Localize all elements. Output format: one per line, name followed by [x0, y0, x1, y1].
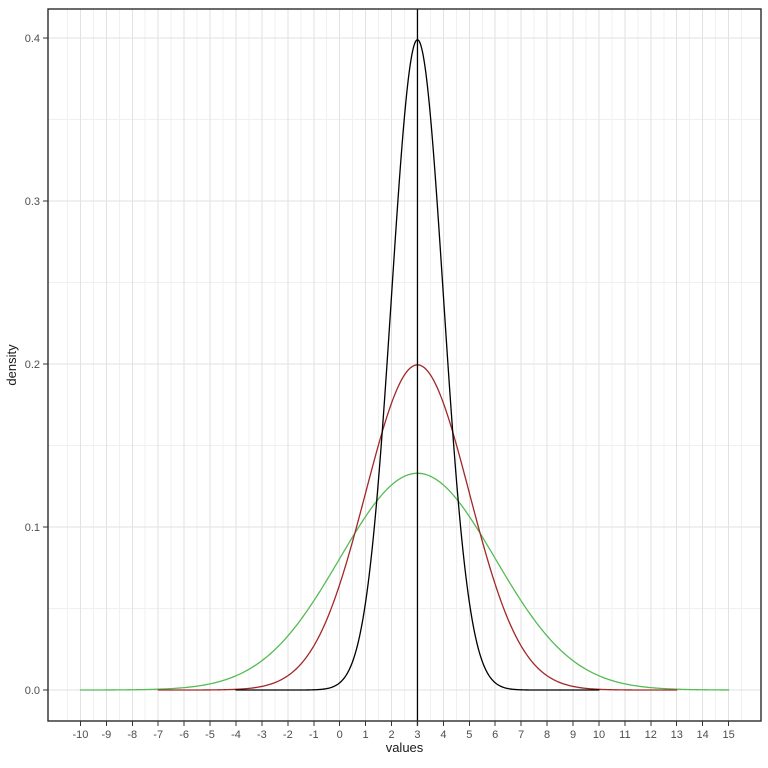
- x-tick-label: 13: [671, 729, 683, 741]
- x-tick-label: 7: [518, 729, 524, 741]
- x-tick-label: -6: [179, 729, 189, 741]
- y-tick-label: 0.3: [25, 196, 40, 208]
- y-tick-label: 0.0: [25, 685, 40, 697]
- x-tick-label: 15: [722, 729, 734, 741]
- x-tick-label: 12: [645, 729, 657, 741]
- x-tick-label: 4: [440, 729, 446, 741]
- panel-border: [47, 8, 762, 722]
- x-tick-label: -7: [153, 729, 163, 741]
- x-tick-label: -4: [231, 729, 241, 741]
- density-curve-green-sd3: [79, 472, 730, 691]
- x-tick-label: 0: [337, 729, 343, 741]
- x-tick-label: 9: [570, 729, 576, 741]
- x-tick-label: 1: [363, 729, 369, 741]
- y-tick-label: 0.1: [25, 522, 40, 534]
- x-tick-label: -5: [205, 729, 215, 741]
- x-tick-label: -10: [72, 729, 88, 741]
- x-tick-label: -1: [309, 729, 319, 741]
- x-tick-label: 14: [697, 729, 709, 741]
- x-tick-label: -2: [283, 729, 293, 741]
- x-tick-label: 5: [466, 729, 472, 741]
- x-tick-label: 8: [544, 729, 550, 741]
- y-axis-title: density: [4, 344, 19, 386]
- x-tick-label: -8: [127, 729, 137, 741]
- x-tick-label: 2: [388, 729, 394, 741]
- y-tick-label: 0.4: [25, 33, 40, 45]
- x-tick-label: 10: [593, 729, 605, 741]
- x-tick-label: 6: [492, 729, 498, 741]
- x-tick-label: -3: [257, 729, 267, 741]
- x-axis-title: values: [386, 740, 424, 755]
- x-tick-label: 11: [619, 729, 630, 741]
- x-tick-label: -9: [101, 729, 111, 741]
- y-tick-label: 0.2: [25, 359, 40, 371]
- x-tick-label: 3: [414, 729, 420, 741]
